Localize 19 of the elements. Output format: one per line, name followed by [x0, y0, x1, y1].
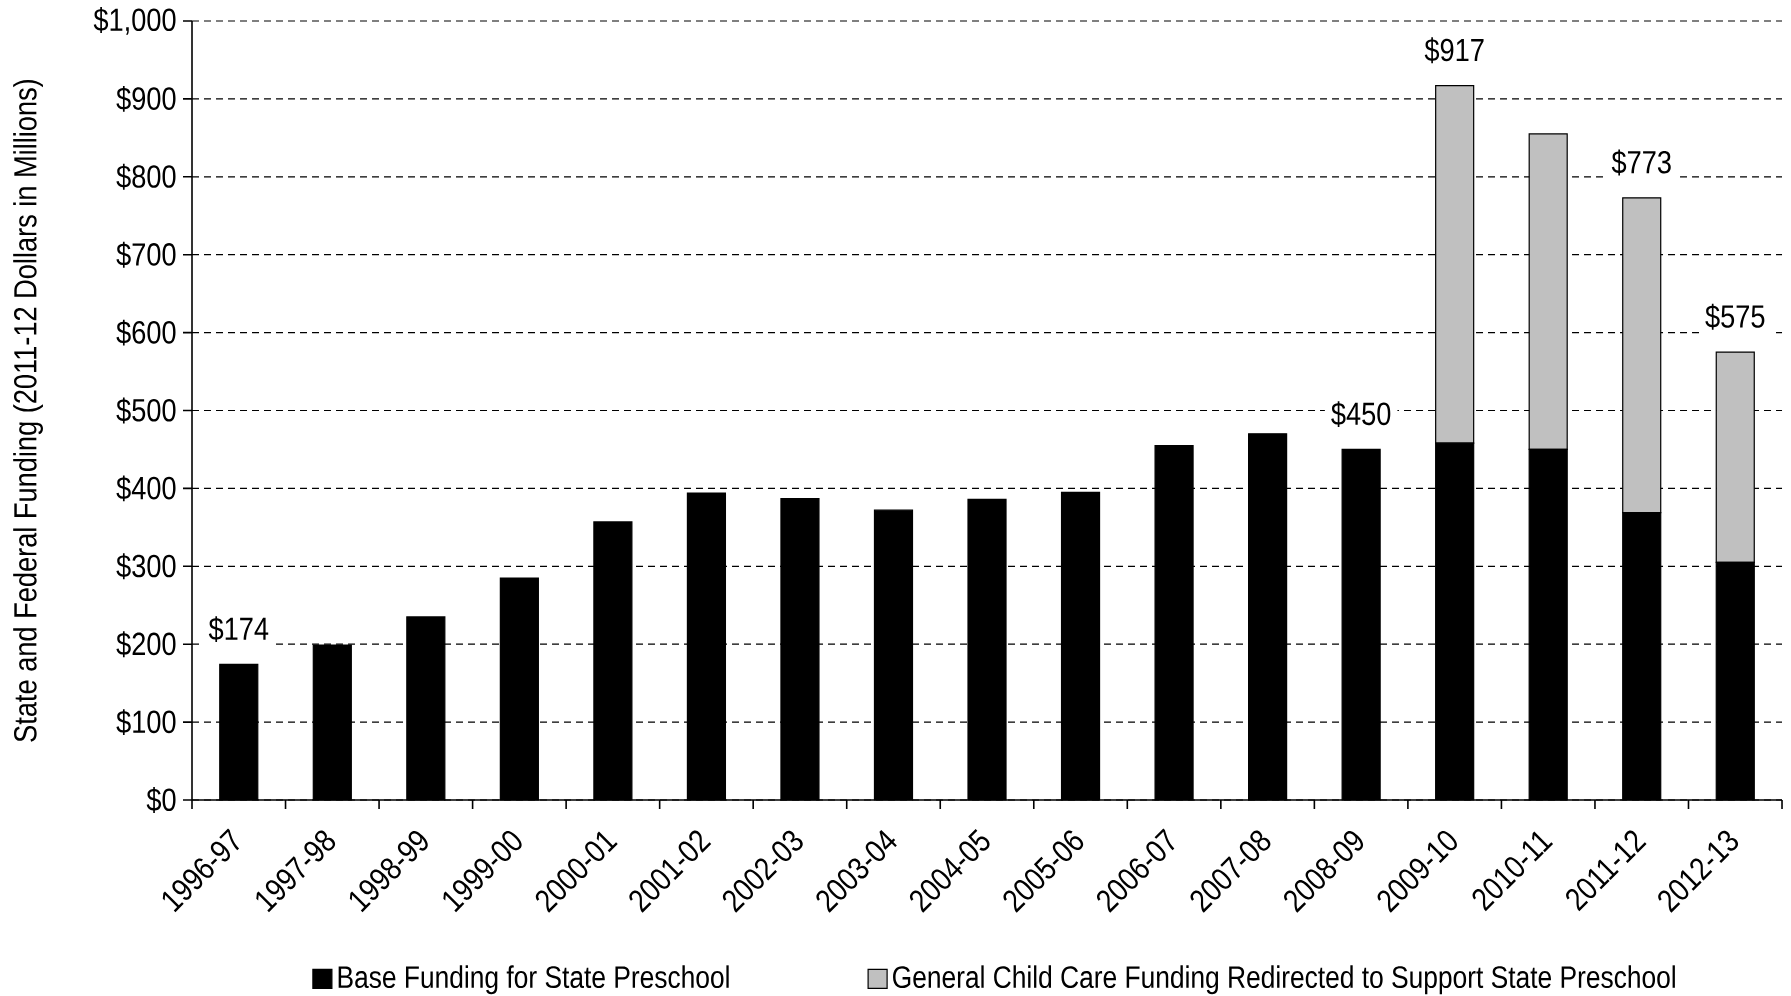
y-tick-label: $900 — [116, 85, 176, 112]
y-tick-label: $1,000 — [93, 7, 176, 35]
y-tick-label: $800 — [116, 163, 176, 190]
y-tick-label: $700 — [116, 241, 176, 268]
y-tick-label: $600 — [116, 319, 176, 346]
y-tick-label: $300 — [116, 553, 176, 580]
total-label: $575 — [1705, 303, 1765, 330]
legend-label: Base Funding for State Preschool — [338, 965, 729, 995]
total-label: $174 — [208, 616, 269, 643]
y-axis-title: State and Federal Funding (2011-12 Dollars in Millions) — [13, 79, 43, 742]
y-tick-label: $400 — [116, 475, 176, 502]
y-tick-label: $100 — [116, 709, 176, 736]
y-tick-label: $0 — [146, 787, 176, 813]
y-tick-label: $200 — [116, 631, 176, 658]
y-tick-label: $500 — [116, 397, 176, 424]
total-label: $917 — [1424, 37, 1484, 64]
total-label: $773 — [1611, 149, 1671, 176]
legend-label: General Child Care Funding Redirected to Support State Preschool — [893, 965, 1675, 995]
total-label: $450 — [1331, 401, 1391, 428]
